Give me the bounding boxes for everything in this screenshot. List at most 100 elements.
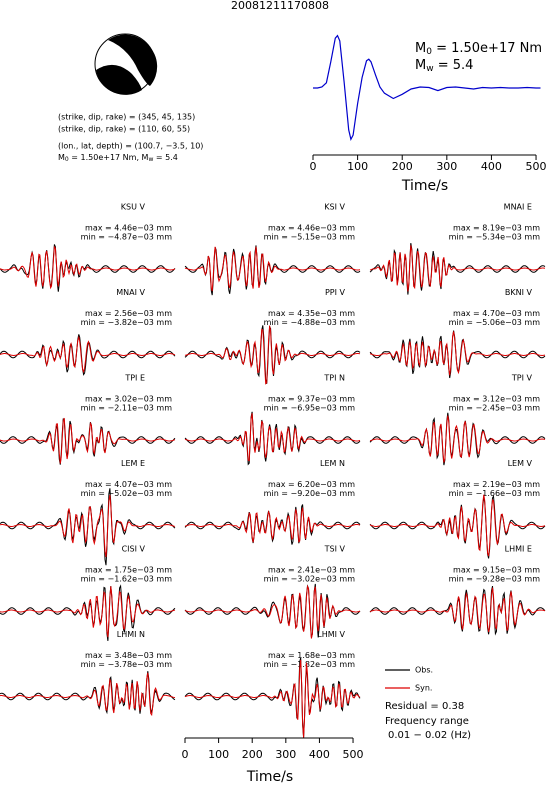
station-label: TPI N: [323, 374, 345, 383]
station-label: LEM V: [508, 459, 533, 468]
max-label: max = 4.35e−03 mm: [268, 309, 355, 318]
synthetic-trace: [369, 494, 546, 557]
station-label: TPI E: [124, 374, 145, 383]
station-label: LHMI N: [117, 630, 145, 639]
min-label: min = −9.28e−03 mm: [449, 575, 541, 584]
synthetic-trace: [369, 331, 546, 376]
mechanism-text: (lon., lat, depth) = (100.7, −3.5, 10): [58, 142, 203, 151]
synthetic-trace: [369, 587, 546, 633]
min-label: min = −5.34e−03 mm: [449, 233, 541, 242]
observed-trace: [0, 244, 176, 292]
min-label: min = −9.20e−03 mm: [264, 489, 356, 498]
station-label: TPI V: [511, 374, 533, 383]
title: 20081211170808: [231, 0, 329, 12]
min-label: min = −6.95e−03 mm: [264, 404, 356, 413]
max-label: max = 9.15e−03 mm: [453, 566, 540, 575]
station-label: LHMI E: [505, 545, 532, 554]
station-label: KSI V: [324, 203, 345, 212]
station-label: MNAI E: [504, 203, 532, 212]
synthetic-trace: [0, 335, 176, 374]
x-tick-label: 400: [309, 748, 330, 761]
mechanism-text: (strike, dip, rake) = (110, 60, 55): [58, 125, 190, 134]
max-label: max = 4.07e−03 mm: [85, 480, 172, 489]
min-label: min = −4.88e−03 mm: [264, 318, 356, 327]
frequency-label: Frequency range: [385, 716, 469, 727]
observed-trace: [184, 657, 361, 738]
legend-label: Obs.: [415, 666, 433, 675]
moment-text: M0 = 1.50e+17 Nm, Mw = 5.4: [58, 153, 178, 163]
x-axis-label: Time/s: [246, 769, 293, 785]
x-tick-label: 300: [275, 748, 296, 761]
x-tick-label: 0: [182, 748, 189, 761]
min-label: min = −5.06e−03 mm: [449, 318, 541, 327]
max-label: max = 2.41e−03 mm: [268, 566, 355, 575]
observed-trace: [184, 411, 361, 466]
min-label: min = −1.82e−03 mm: [264, 660, 356, 669]
station-label: TSI V: [324, 545, 346, 554]
stf-line: [313, 34, 541, 142]
max-label: max = 3.02e−03 mm: [85, 395, 172, 404]
beachball: [94, 33, 158, 95]
min-label: min = −5.15e−03 mm: [264, 233, 356, 242]
legend: Obs. Syn. Residual = 0.38 Frequency rang…: [385, 666, 471, 741]
x-tick-label: 500: [343, 748, 364, 761]
station-label: PPI V: [325, 288, 346, 297]
synthetic-trace: [184, 584, 361, 639]
magnitude-label: Mw = 5.4: [415, 58, 473, 74]
synthetic-trace: [369, 245, 546, 292]
max-label: max = 3.12e−03 mm: [453, 395, 540, 404]
max-label: max = 8.19e−03 mm: [453, 224, 540, 233]
min-label: min = −1.66e−03 mm: [449, 489, 541, 498]
x-tick-label: 100: [208, 748, 229, 761]
synthetic-trace: [0, 586, 176, 638]
x-tick-label: 200: [242, 748, 263, 761]
max-label: max = 2.19e−03 mm: [453, 480, 540, 489]
x-tick-label: 0: [310, 160, 317, 173]
max-label: max = 1.68e−03 mm: [268, 651, 355, 660]
max-label: max = 2.56e−03 mm: [85, 309, 172, 318]
min-label: min = −3.78e−03 mm: [81, 660, 173, 669]
min-label: min = −4.87e−03 mm: [81, 233, 173, 242]
synthetic-trace: [369, 415, 546, 463]
station-label: LEM E: [121, 459, 145, 468]
residual: Residual = 0.38: [385, 701, 464, 712]
min-label: min = −3.82e−03 mm: [81, 318, 173, 327]
station-label: LHMI V: [317, 630, 345, 639]
observed-trace: [0, 584, 176, 641]
station-label: BKNI V: [505, 288, 533, 297]
synthetic-trace: [184, 507, 361, 543]
max-label: max = 3.48e−03 mm: [85, 651, 172, 660]
synthetic-trace: [0, 245, 176, 290]
max-label: max = 4.46e−03 mm: [85, 224, 172, 233]
station-label: KSU V: [121, 203, 146, 212]
synthetic-trace: [0, 494, 176, 558]
x-tick-label: 500: [526, 160, 546, 173]
max-label: max = 1.75e−03 mm: [85, 566, 172, 575]
legend-label: Syn.: [415, 684, 432, 693]
x-tick-label: 100: [347, 160, 368, 173]
x-tick-label: 200: [392, 160, 413, 173]
moment-label: M0 = 1.50e+17 Nm: [415, 41, 542, 57]
station-label: CISI V: [122, 545, 146, 554]
min-label: min = −2.45e−03 mm: [449, 404, 541, 413]
max-label: max = 4.70e−03 mm: [453, 309, 540, 318]
observed-trace: [0, 418, 176, 465]
synthetic-trace: [184, 246, 361, 292]
x-tick-label: 300: [436, 160, 457, 173]
max-label: max = 4.46e−03 mm: [268, 224, 355, 233]
station-label: LEM N: [320, 459, 345, 468]
synthetic-trace: [184, 659, 361, 738]
synthetic-trace: [184, 325, 361, 385]
frequency-range: 0.01 − 0.02 (Hz): [388, 730, 471, 741]
max-label: max = 6.20e−03 mm: [268, 480, 355, 489]
synthetic-trace: [184, 413, 361, 462]
min-label: min = −1.62e−03 mm: [81, 575, 173, 584]
min-label: min = −5.02e−03 mm: [81, 489, 173, 498]
station-label: MNAI V: [116, 288, 145, 297]
x-tick-label: 400: [481, 160, 502, 173]
max-label: max = 9.37e−03 mm: [268, 395, 355, 404]
synthetic-trace: [0, 672, 176, 717]
synthetic-trace: [0, 417, 176, 464]
mechanism-text: (strike, dip, rake) = (345, 45, 135): [58, 113, 195, 122]
x-axis-label: Time/s: [401, 178, 448, 194]
